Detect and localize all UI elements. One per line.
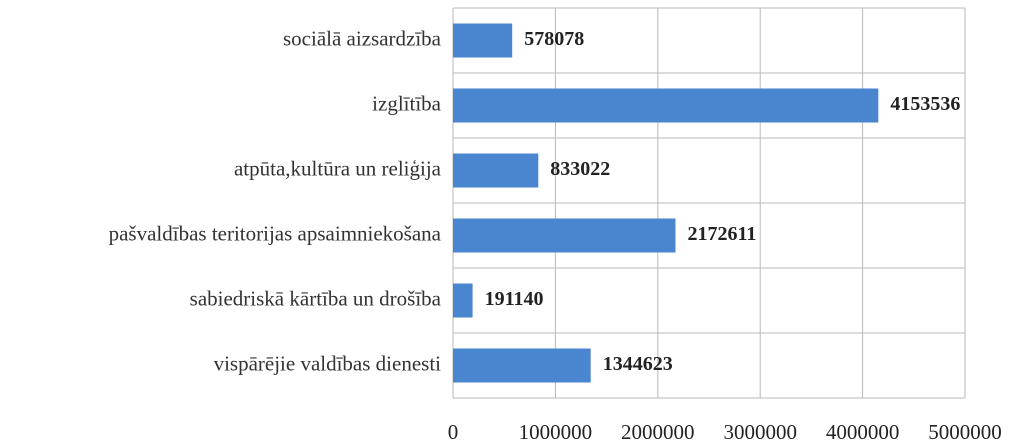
- data-label: 1344623: [603, 353, 673, 375]
- x-tick-label: 1000000: [519, 420, 593, 444]
- bar: [453, 283, 473, 318]
- bar: [453, 23, 513, 58]
- data-label: 4153536: [890, 93, 960, 115]
- y-tick-label: izglītība: [372, 91, 441, 115]
- x-tick-label: 4000000: [826, 420, 900, 444]
- y-tick-label: atpūta,kultūra un reliģija: [234, 156, 442, 180]
- x-tick-label: 3000000: [723, 420, 797, 444]
- y-tick-label: sociālā aizsardzība: [283, 26, 442, 50]
- bar: [453, 153, 539, 188]
- x-tick-label: 0: [448, 420, 459, 444]
- bar: [453, 348, 591, 383]
- bar: [453, 88, 879, 123]
- data-label: 833022: [550, 158, 610, 180]
- data-label: 578078: [524, 28, 584, 50]
- y-tick-label: pašvaldības teritorijas apsaimniekošana: [109, 221, 442, 245]
- y-tick-label: sabiedriskā kārtība un drošība: [190, 286, 442, 310]
- data-label: 2172611: [687, 223, 756, 245]
- bar: [453, 218, 676, 253]
- data-label: 191140: [485, 288, 544, 310]
- x-tick-label: 2000000: [621, 420, 695, 444]
- y-tick-label: vispārējie valdības dienesti: [214, 351, 442, 375]
- x-tick-label: 5000000: [928, 420, 1002, 444]
